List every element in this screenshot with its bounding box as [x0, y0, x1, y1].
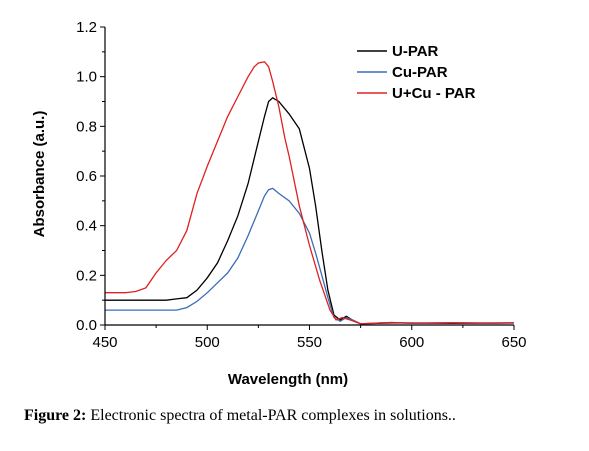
chart: 450 500 550 600 650 0.0 0.2 0.4 0.6 0.8 1.0 1.2 U-P…	[31, 19, 527, 388]
x-tick-label: 500	[195, 334, 220, 351]
x-axis-title: Wavelength (nm)	[228, 371, 348, 388]
y-tick-label: 0.2	[76, 267, 97, 284]
series-line-0	[105, 96, 514, 325]
figure-caption-label: Figure 2:	[24, 407, 87, 424]
y-tick-label: 0.4	[76, 218, 97, 235]
x-tick-label: 450	[92, 334, 117, 351]
x-tick-label: 650	[501, 334, 526, 351]
y-tick-label: 1.2	[76, 19, 97, 36]
x-tick-label: 550	[297, 334, 322, 351]
legend-label: Cu-PAR	[392, 64, 448, 81]
series-line-2	[105, 61, 515, 325]
y-tick-label: 1.0	[76, 69, 97, 86]
legend-label: U+Cu - PAR	[392, 85, 476, 102]
figure-caption-text: Electronic spectra of metal-PAR complexe…	[86, 407, 456, 424]
y-tick-label: 0.8	[76, 118, 97, 135]
figure-caption: Figure 2: Electronic spectra of metal-PA…	[24, 407, 456, 425]
y-tick-label: 0.6	[76, 168, 97, 185]
y-axis-title: Absorbance (a.u.)	[31, 111, 48, 238]
legend-label: U-PAR	[392, 43, 439, 60]
y-tick-label: 0.0	[76, 317, 97, 334]
series-line-1	[105, 187, 515, 325]
x-tick-label: 600	[399, 334, 424, 351]
